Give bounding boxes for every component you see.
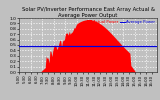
Legend: Actual Power, Average Power: Actual Power, Average Power	[87, 20, 155, 24]
Title: Solar PV/Inverter Performance East Array Actual & Average Power Output: Solar PV/Inverter Performance East Array…	[21, 7, 155, 18]
